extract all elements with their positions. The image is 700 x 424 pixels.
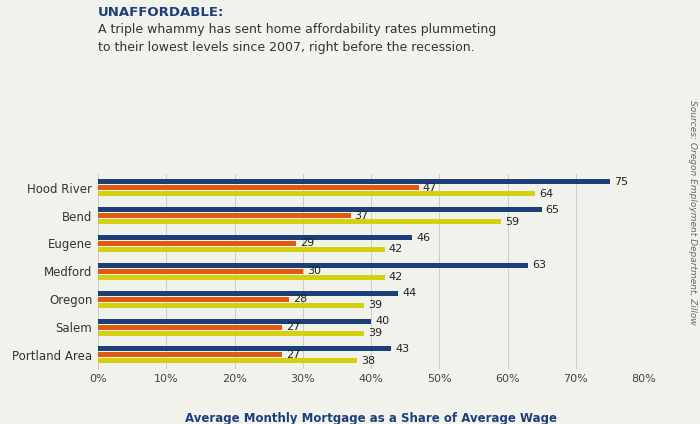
Bar xyxy=(98,235,412,240)
Text: UNAFFORDABLE:: UNAFFORDABLE: xyxy=(98,6,225,20)
Bar xyxy=(98,247,385,252)
Bar xyxy=(98,219,500,224)
Bar xyxy=(98,241,296,246)
Text: 27: 27 xyxy=(286,322,300,332)
Text: 40: 40 xyxy=(375,316,389,326)
Bar xyxy=(98,297,289,302)
Text: 64: 64 xyxy=(539,189,553,199)
Bar xyxy=(98,191,535,196)
Text: 39: 39 xyxy=(368,328,382,338)
Bar xyxy=(98,303,364,308)
Text: 28: 28 xyxy=(293,294,307,304)
Bar xyxy=(98,331,364,335)
Text: Average Monthly Mortgage as a Share of Average Wage: Average Monthly Mortgage as a Share of A… xyxy=(185,412,557,424)
Text: 47: 47 xyxy=(423,183,437,193)
Bar xyxy=(98,358,358,363)
Text: A triple whammy has sent home affordability rates plummeting
to their lowest lev: A triple whammy has sent home affordabil… xyxy=(98,23,496,54)
Text: 43: 43 xyxy=(395,344,409,354)
Bar xyxy=(98,346,391,351)
Text: 75: 75 xyxy=(614,177,628,187)
Text: 63: 63 xyxy=(532,260,546,271)
Bar xyxy=(98,213,351,218)
Bar xyxy=(98,263,528,268)
Bar xyxy=(98,275,385,280)
Bar xyxy=(98,291,398,296)
Bar xyxy=(98,269,302,274)
Text: 30: 30 xyxy=(307,266,321,276)
Text: 37: 37 xyxy=(355,211,369,220)
Text: 27: 27 xyxy=(286,350,300,360)
Text: 42: 42 xyxy=(389,272,403,282)
Text: Sources: Oregon Employment Department, Zillow: Sources: Oregon Employment Department, Z… xyxy=(687,100,696,324)
Bar xyxy=(98,352,282,357)
Text: 65: 65 xyxy=(546,205,560,215)
Text: 39: 39 xyxy=(368,300,382,310)
Text: 42: 42 xyxy=(389,245,403,254)
Text: 44: 44 xyxy=(402,288,416,298)
Text: 38: 38 xyxy=(361,356,376,366)
Bar xyxy=(98,325,282,329)
Text: 59: 59 xyxy=(505,217,519,226)
Bar xyxy=(98,207,542,212)
Bar xyxy=(98,318,371,324)
Bar xyxy=(98,185,419,190)
Text: 29: 29 xyxy=(300,238,314,248)
Text: 46: 46 xyxy=(416,232,430,243)
Bar xyxy=(98,179,610,184)
